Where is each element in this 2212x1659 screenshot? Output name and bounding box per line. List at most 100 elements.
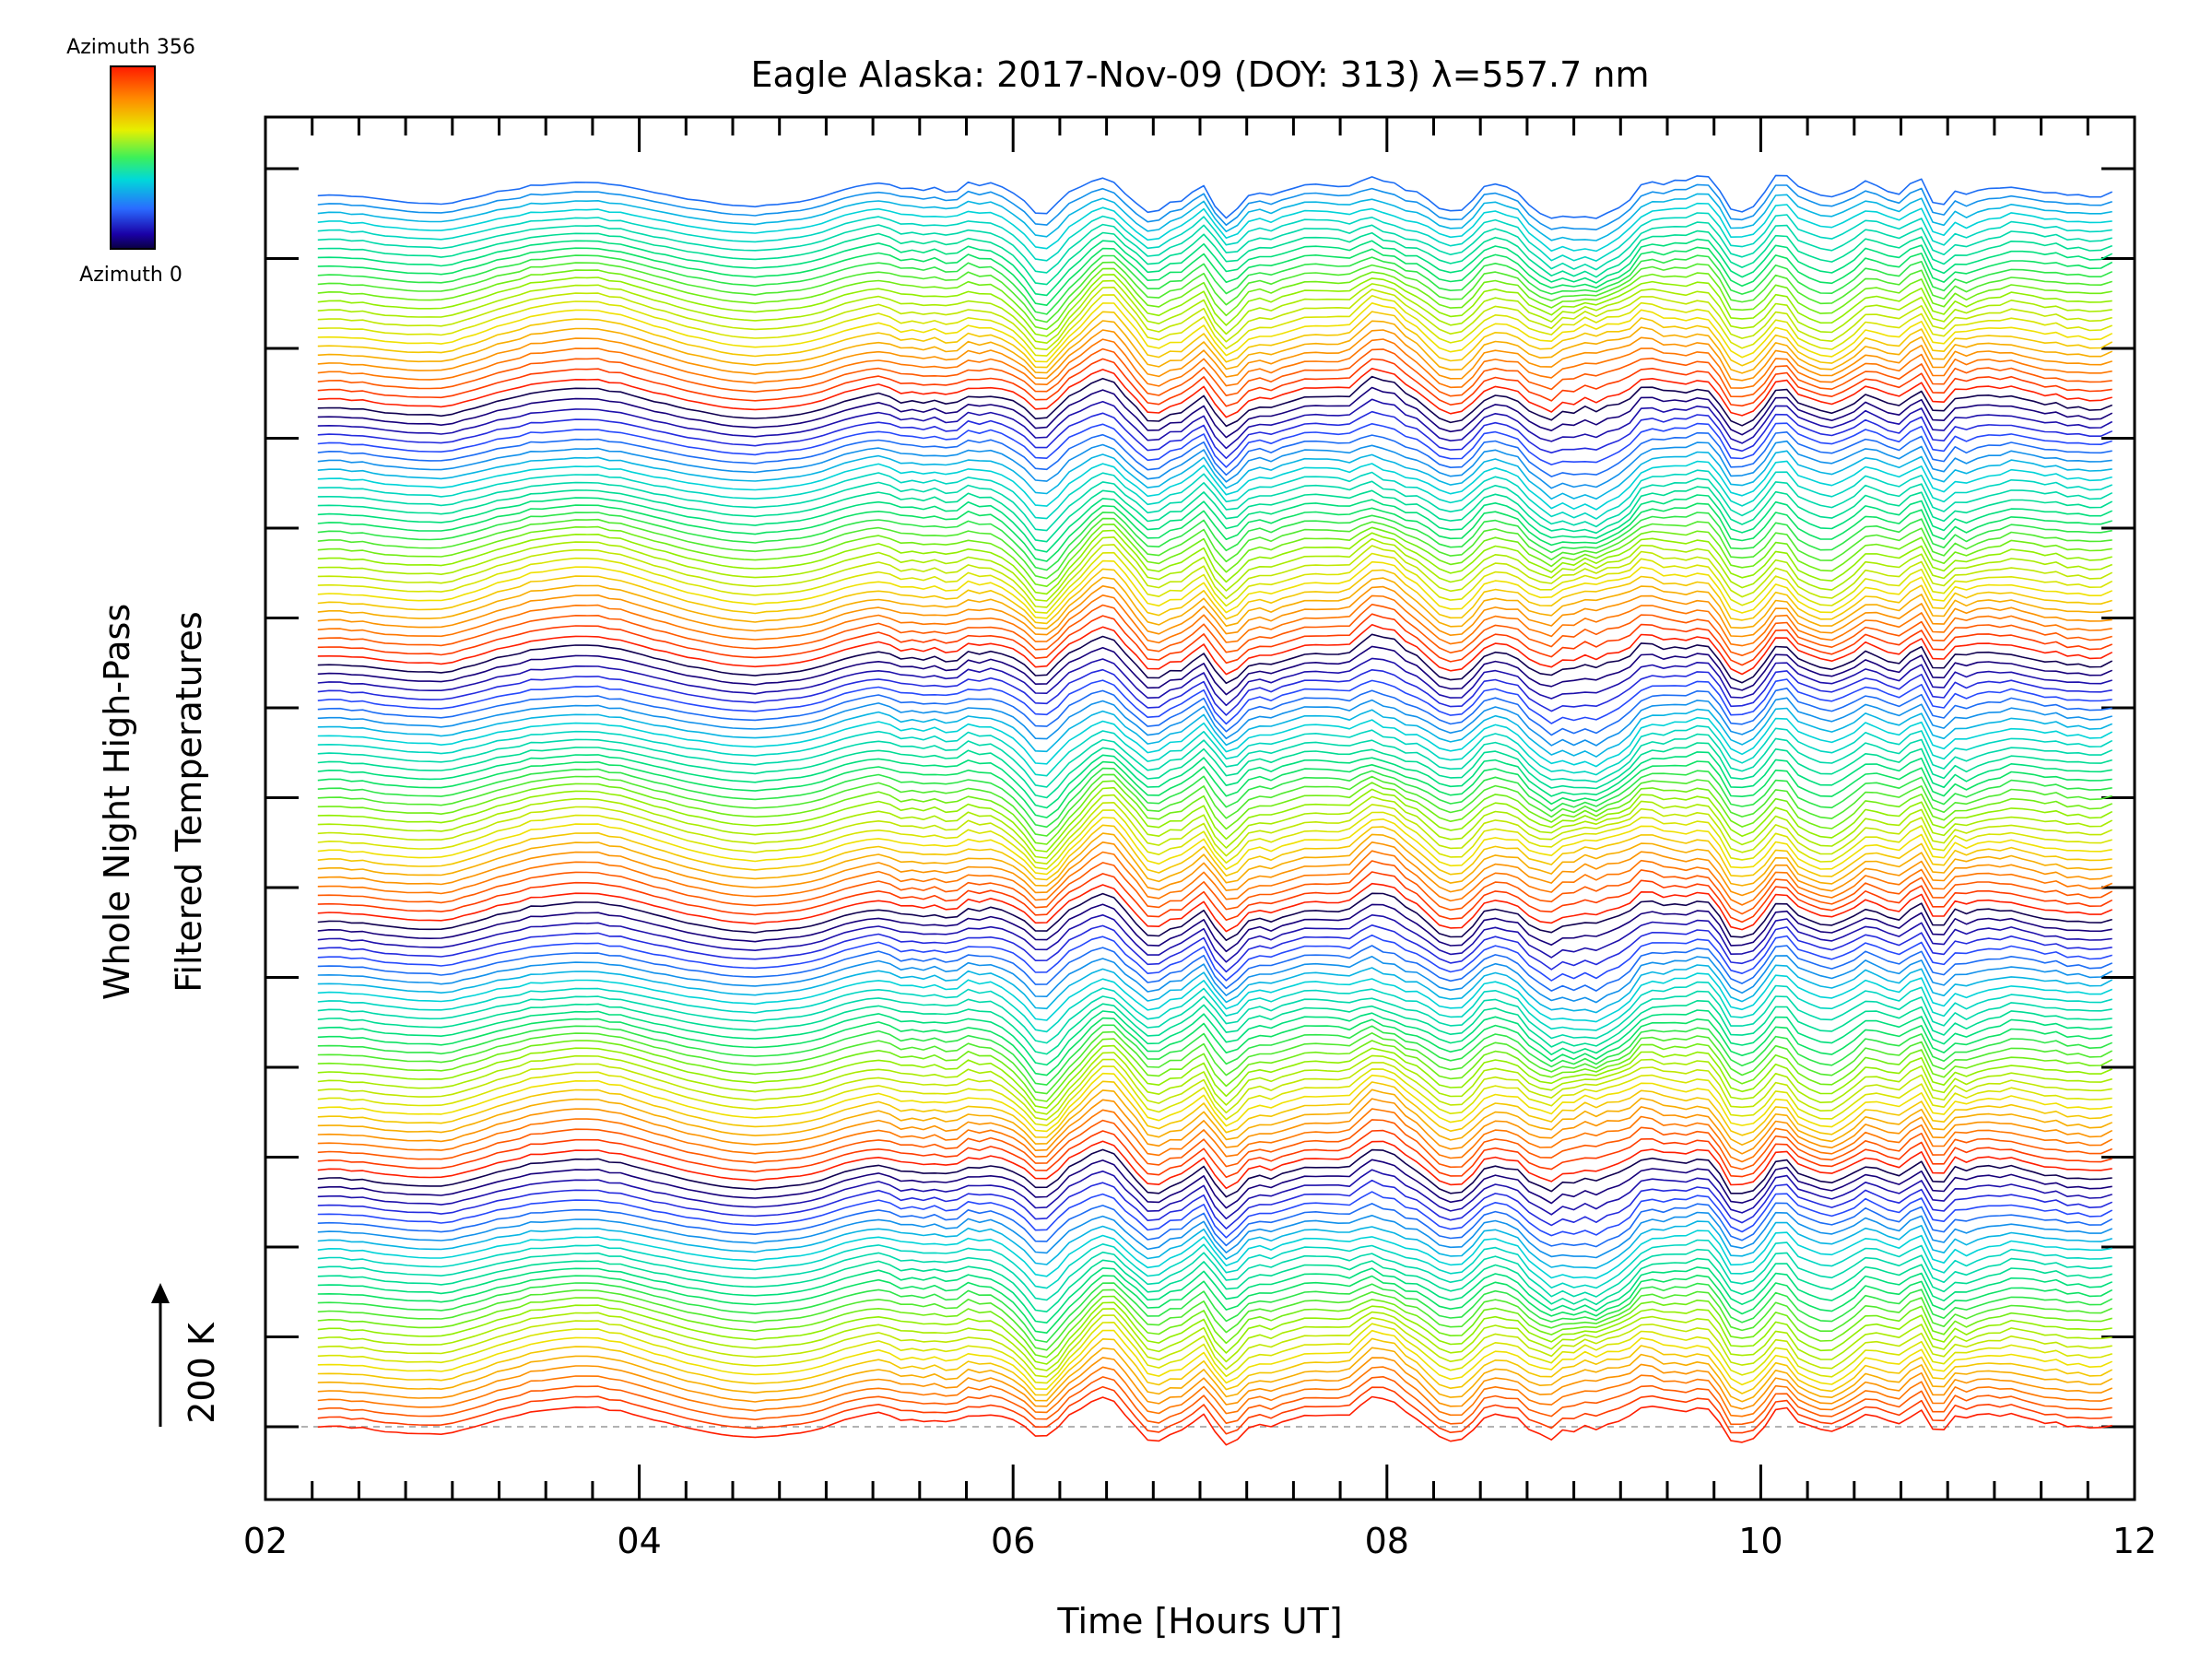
series-line	[317, 687, 2112, 736]
series-line	[317, 817, 2112, 876]
series-line	[317, 1275, 2113, 1334]
series-line	[317, 229, 2112, 286]
series-line	[317, 469, 2113, 520]
series-line	[317, 311, 2113, 369]
series-line	[317, 422, 2112, 468]
series-line	[317, 398, 2113, 450]
series-line	[317, 1239, 2112, 1289]
series-line	[317, 603, 2112, 657]
series-line	[317, 913, 2112, 963]
series-line	[317, 964, 2113, 1014]
series-line	[317, 174, 2113, 219]
series-line	[317, 1191, 2113, 1239]
series-line	[317, 477, 2113, 532]
series-line	[317, 1098, 2113, 1155]
series-line	[317, 809, 2112, 870]
series-line	[317, 1058, 2112, 1121]
series-line	[317, 1376, 2112, 1426]
series-line	[317, 1179, 2113, 1230]
series-line	[317, 924, 2112, 973]
series-line	[317, 1220, 2112, 1269]
series-line	[317, 773, 2112, 837]
series-line	[317, 202, 2112, 253]
series-line	[317, 981, 2112, 1033]
series-line	[317, 338, 2112, 389]
series-line	[317, 972, 2113, 1023]
series-line	[317, 529, 2112, 595]
series-line	[317, 724, 2113, 777]
y-axis-label-line1: Whole Night High-Pass	[97, 604, 137, 1000]
axis-ticks	[264, 117, 2136, 1500]
series-line	[317, 1080, 2112, 1138]
x-tick-label: 06	[991, 1521, 1035, 1561]
series-line	[317, 633, 2113, 685]
colorbar-top-label: Azimuth 356	[66, 36, 195, 59]
series-line	[317, 1308, 2112, 1371]
y-axis-label: Whole Night High-Pass Filtered Temperatu…	[97, 604, 209, 1000]
series-line	[317, 193, 2112, 241]
series-line	[317, 183, 2112, 230]
series-line	[317, 430, 2112, 477]
series-line	[317, 1000, 2112, 1055]
series-line	[317, 1266, 2113, 1324]
series-line	[317, 486, 2113, 543]
series-line	[317, 1395, 2112, 1446]
series-line	[317, 502, 2112, 562]
series-line	[317, 1088, 2113, 1146]
series-line	[317, 267, 2112, 331]
x-tick-label: 02	[243, 1521, 288, 1561]
series-line	[317, 1347, 2113, 1403]
series-line	[317, 903, 2112, 953]
series-line	[317, 329, 2112, 382]
x-tick-labels: 02 04 06 08 10 12	[243, 1521, 2157, 1561]
series-line	[317, 645, 2113, 696]
series-line	[317, 1288, 2113, 1351]
series-line	[317, 1248, 2112, 1301]
series-line	[317, 1329, 2113, 1390]
series-line	[317, 1257, 2112, 1312]
series-line	[317, 1202, 2113, 1248]
series-line	[317, 1366, 2112, 1418]
chart-title: Eagle Alaska: 2017-Nov-09 (DOY: 313) λ=5…	[751, 54, 1650, 95]
series-line	[317, 1017, 2112, 1077]
series-line	[317, 301, 2113, 363]
series-line	[317, 1009, 2112, 1066]
series-line	[317, 832, 2112, 887]
series-line	[317, 871, 2113, 924]
series-line	[317, 286, 2112, 351]
series-line	[317, 551, 2113, 614]
series-line	[317, 882, 2113, 933]
series-line	[317, 460, 2112, 511]
series-line	[317, 841, 2112, 897]
series-line	[317, 990, 2112, 1044]
series-line	[317, 386, 2113, 439]
series-line	[317, 1211, 2113, 1259]
series-line	[317, 221, 2112, 274]
series-line	[317, 794, 2113, 859]
series-line	[317, 733, 2113, 788]
series-line	[317, 1148, 2112, 1198]
series-line	[317, 410, 2113, 460]
series-line	[317, 1295, 2112, 1359]
series-line	[317, 494, 2113, 553]
series-line	[317, 1322, 2112, 1384]
series-line	[317, 212, 2112, 262]
series-line	[317, 320, 2113, 374]
colorbar	[110, 65, 156, 250]
series-line	[317, 246, 2113, 307]
colorbar-legend: Azimuth 356 Azimuth 0	[66, 36, 195, 287]
x-tick-label: 04	[617, 1521, 661, 1561]
series-line	[317, 594, 2112, 647]
series-line	[317, 742, 2112, 799]
series-line	[317, 1159, 2112, 1209]
series-line	[317, 850, 2113, 906]
series-line	[317, 517, 2112, 580]
series-line	[317, 1357, 2113, 1410]
series-line	[317, 1038, 2113, 1102]
series-line	[317, 347, 2112, 398]
series-line	[317, 1072, 2112, 1133]
series-line	[317, 892, 2112, 942]
series-line	[317, 824, 2112, 881]
series-line	[317, 367, 2112, 418]
